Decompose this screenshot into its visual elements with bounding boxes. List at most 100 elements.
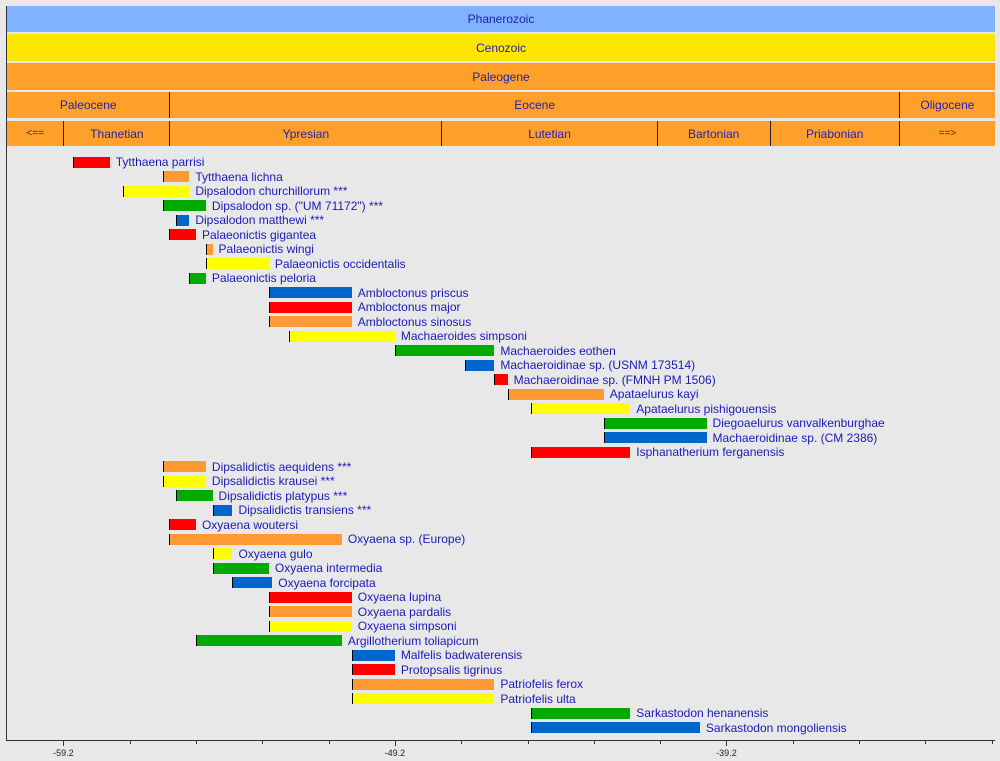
taxon-label[interactable]: Machaeroides simpsoni — [400, 329, 527, 344]
taxon-label[interactable]: Tytthaena parrisi — [115, 155, 205, 169]
range-bar-machaeroides-simpsoni — [288, 330, 395, 342]
taxon-label[interactable]: Dipsalidictis krausei *** — [211, 474, 335, 489]
range-bar-apataelurus-kayi — [507, 388, 604, 400]
timescale-row-epoch: Paleocene Eocene Oligocene — [7, 92, 995, 118]
plot-frame — [6, 6, 7, 740]
range-bar-ambloctonus-major — [268, 301, 352, 313]
range-bar-dipsalidictis-krausei — [162, 475, 206, 487]
range-bar-machaeroidinae-sp-fmnh-pm-1506 — [494, 374, 508, 386]
taxon-label[interactable]: Ambloctonus priscus — [357, 285, 469, 300]
taxon-label[interactable]: Machaeroides eothen — [500, 343, 616, 358]
range-bar-palaeonictis-wingi — [205, 243, 213, 255]
taxon-label[interactable]: Palaeonictis occidentalis — [274, 256, 406, 271]
timescale-row-age: <== Thanetian Ypresian Lutetian Bartonian Pri… — [7, 121, 995, 146]
range-bar-oxyaena-sp-europe — [169, 533, 342, 545]
timescale-thanetian: Thanetian — [63, 121, 169, 146]
taxon-label[interactable]: Palaeonictis wingi — [218, 242, 314, 257]
range-bar-diegoaelurus-vanvalkenburghae — [603, 417, 707, 429]
range-bar-malfelis-badwaterensis — [351, 649, 395, 661]
taxon-label[interactable]: Ambloctonus sinosus — [357, 314, 472, 329]
range-bar-dipsalidictis-aequidens — [162, 461, 206, 473]
scroll-later-arrow[interactable]: ==> — [898, 121, 995, 146]
taxon-label[interactable]: Diegoaelurus vanvalkenburghae — [712, 416, 885, 431]
taxon-label[interactable]: Oxyaena pardalis — [357, 604, 452, 619]
minor-tick — [593, 740, 595, 744]
minor-tick — [527, 740, 529, 744]
minor-tick — [792, 740, 794, 744]
major-tick — [394, 740, 396, 746]
minor-tick — [461, 740, 463, 744]
minor-tick — [925, 740, 927, 744]
taxon-label[interactable]: Protopsalis tigrinus — [400, 662, 503, 677]
taxon-label[interactable]: Machaeroidinae sp. (USNM 173514) — [500, 358, 696, 373]
x-tick-label: -59.2 — [53, 748, 74, 758]
taxon-label[interactable]: Dipsalodon sp. ("UM 71172") *** — [211, 198, 383, 213]
taxon-label[interactable]: Oxyaena woutersi — [201, 517, 299, 532]
timescale-row-eon: Phanerozoic — [7, 6, 995, 32]
taxon-label[interactable]: Dipsalodon matthewi *** — [195, 213, 325, 228]
taxon-label[interactable]: Isphanatherium ferganensis — [636, 445, 785, 460]
taxon-label[interactable]: Patriofelis ferox — [500, 677, 584, 692]
timescale-priabonian: Priabonian — [769, 121, 899, 146]
taxon-label[interactable]: Oxyaena simpsoni — [357, 619, 457, 634]
taxon-label[interactable]: Sarkastodon mongoliensis — [705, 720, 847, 735]
taxon-label[interactable]: Oxyaena forcipata — [278, 575, 376, 590]
range-bar-oxyaena-forcipata — [232, 577, 273, 589]
major-tick — [63, 740, 65, 746]
range-bar-tytthaena-parrisi — [73, 156, 110, 168]
taxon-label[interactable]: Oxyaena sp. (Europe) — [347, 532, 466, 547]
timescale-bartonian: Bartonian — [656, 121, 770, 146]
timescale-row-period: Paleogene — [7, 63, 995, 90]
x-tick-label: -39.2 — [716, 748, 737, 758]
taxon-label[interactable]: Ambloctonus major — [357, 300, 461, 315]
x-tick-label: -49.2 — [384, 748, 406, 758]
range-bar-oxyaena-woutersi — [169, 519, 196, 531]
minor-tick — [328, 740, 330, 744]
taxon-label[interactable]: Palaeonictis peloria — [211, 271, 316, 286]
range-bar-palaeonictis-occidentalis — [205, 258, 269, 270]
timescale-cenozoic: Cenozoic — [475, 40, 527, 55]
minor-tick — [991, 740, 993, 744]
taxon-label[interactable]: Malfelis badwaterensis — [400, 648, 523, 663]
scroll-earlier-arrow[interactable]: <== — [26, 128, 44, 139]
timescale-eocene: Eocene — [169, 92, 898, 118]
taxon-label[interactable]: Oxyaena lupina — [357, 590, 442, 605]
minor-tick — [129, 740, 131, 744]
range-bar-argillotherium-toliapicum — [195, 635, 342, 647]
range-bar-ambloctonus-sinosus — [268, 316, 352, 328]
taxon-label[interactable]: Oxyaena intermedia — [274, 561, 383, 576]
taxon-label[interactable]: Argillotherium toliapicum — [347, 633, 479, 648]
timescale-lutetian: Lutetian — [441, 121, 657, 146]
range-bar-tytthaena-lichna — [162, 171, 190, 182]
range-bar-dipsalidictis-platypus — [176, 490, 213, 502]
range-bar-oxyaena-gulo — [212, 548, 233, 560]
timescale-oligocene: Oligocene — [898, 92, 995, 118]
taxon-label[interactable]: Patriofelis ulta — [500, 691, 576, 706]
minor-tick — [262, 740, 264, 744]
taxon-label[interactable]: Dipsalidictis aequidens *** — [211, 459, 352, 474]
taxon-label[interactable]: Sarkastodon henanensis — [636, 706, 769, 721]
taxon-label[interactable]: Machaeroidinae sp. (FMNH PM 1506) — [513, 372, 716, 387]
taxon-label[interactable]: Oxyaena gulo — [238, 546, 313, 561]
taxon-label[interactable]: Machaeroidinae sp. (CM 2386) — [712, 430, 878, 445]
range-bar-apataelurus-pishigouensis — [530, 403, 631, 415]
taxon-label[interactable]: Tytthaena lichna — [195, 169, 283, 184]
taxon-label[interactable]: Apataelurus pishigouensis — [636, 401, 777, 416]
range-bar-patriofelis-ferox — [351, 678, 495, 690]
taxon-label[interactable]: Dipsalidictis transiens *** — [238, 503, 372, 518]
taxon-label[interactable]: Dipsalidictis platypus *** — [218, 488, 348, 503]
taxon-label[interactable]: Apataelurus kayi — [609, 387, 699, 402]
taxon-label[interactable]: Dipsalodon churchillorum *** — [195, 184, 348, 199]
range-bar-machaeroidinae-sp-cm-2386 — [603, 432, 707, 444]
taxon-label[interactable]: Palaeonictis gigantea — [201, 227, 317, 242]
range-bar-sarkastodon-mongoliensis — [530, 722, 700, 734]
range-bar-patriofelis-ulta — [351, 693, 495, 705]
timescale-phanerozoic: Phanerozoic — [467, 12, 535, 26]
range-bar-palaeonictis-peloria — [189, 272, 206, 284]
timescale-ypresian: Ypresian — [169, 121, 441, 146]
x-axis — [6, 740, 995, 741]
major-tick — [726, 740, 728, 746]
range-bar-protopsalis-tigrinus — [351, 664, 395, 676]
range-bar-palaeonictis-gigantea — [169, 229, 196, 241]
range-bar-sarkastodon-henanensis — [530, 707, 631, 719]
